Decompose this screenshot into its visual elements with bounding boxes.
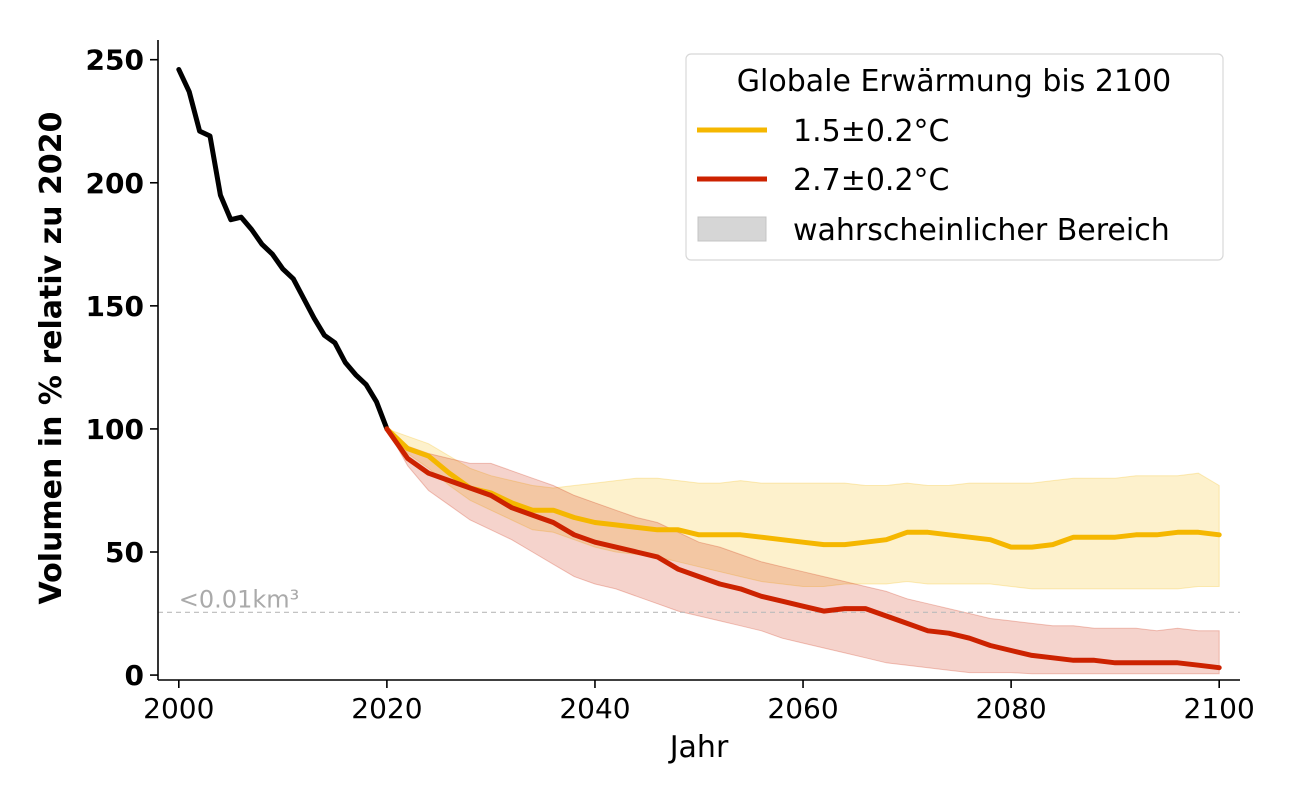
y-axis-ticks: 0 50 100 150 200 250 bbox=[86, 44, 158, 692]
legend-entry-range: wahrscheinlicher Bereich bbox=[793, 213, 1170, 248]
x-axis-label: Jahr bbox=[668, 730, 729, 765]
y-tick-label: 250 bbox=[86, 44, 144, 77]
x-tick-label: 2000 bbox=[143, 692, 214, 725]
y-tick-label: 150 bbox=[86, 290, 144, 323]
legend-frame bbox=[685, 53, 1224, 261]
x-tick-label: 2060 bbox=[767, 692, 838, 725]
uncertainty-bands bbox=[385, 427, 1220, 675]
x-tick-label: 2020 bbox=[351, 692, 422, 725]
x-tick-label: 2080 bbox=[975, 692, 1046, 725]
x-tick-label: 2100 bbox=[1184, 692, 1255, 725]
y-tick-label: 50 bbox=[105, 536, 144, 569]
legend-entry-1-5: 1.5±0.2°C bbox=[793, 114, 950, 149]
legend: Globale Erwärmung bis 2100 1.5±0.2°C 2.7… bbox=[685, 53, 1224, 261]
y-tick-label: 0 bbox=[125, 659, 144, 692]
series-lines bbox=[176, 67, 1222, 671]
y-tick-label: 100 bbox=[86, 413, 144, 446]
threshold-label: <0.01km³ bbox=[179, 585, 299, 613]
y-axis-label: Volumen in % relativ zu 2020 bbox=[34, 112, 69, 605]
legend-swatch-range bbox=[697, 216, 767, 242]
legend-title: Globale Erwärmung bis 2100 bbox=[737, 64, 1171, 99]
x-tick-label: 2040 bbox=[559, 692, 630, 725]
y-tick-label: 200 bbox=[86, 167, 144, 200]
line-2-7 bbox=[384, 426, 1222, 671]
legend-entry-2-7: 2.7±0.2°C bbox=[793, 163, 950, 198]
line-historical bbox=[176, 67, 390, 432]
line-1-5 bbox=[384, 426, 1222, 550]
x-axis-ticks: 2000 2020 2040 2060 2080 2100 bbox=[143, 680, 1255, 725]
